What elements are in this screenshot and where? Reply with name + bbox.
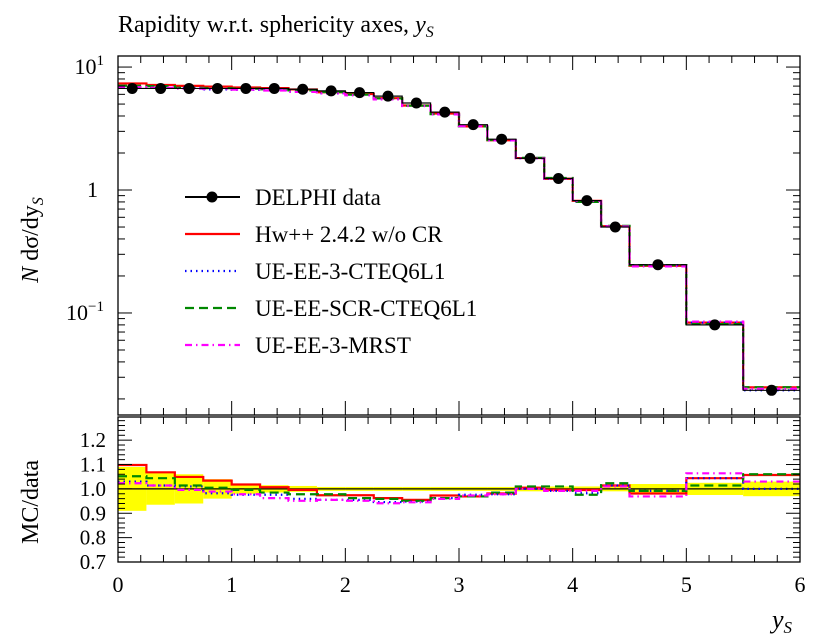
- legend-item: UE-EE-3-MRST: [185, 333, 411, 358]
- y-tick-label: 1: [87, 177, 98, 202]
- ratio-y-tick-label: 0.7: [80, 550, 106, 574]
- ratio-y-tick-label: 1.2: [80, 428, 106, 452]
- data-point: [581, 195, 593, 207]
- main-panel: 101 1 10−1 DELPHI data Hw++ 2.4.2 w/o CR UE-E…: [66, 53, 801, 562]
- data-point: [410, 97, 422, 109]
- data-point: [382, 90, 394, 102]
- data-point: [325, 85, 337, 97]
- data-step-line: [118, 87, 800, 391]
- x-tick-label: 5: [681, 572, 692, 597]
- data-point: [467, 119, 479, 131]
- data-point: [211, 82, 223, 94]
- data-point: [709, 319, 721, 331]
- data-point: [609, 221, 621, 233]
- data-point: [552, 173, 564, 185]
- ratio-series-line: [118, 477, 800, 504]
- y-axis-label: N dσ/dyS: [18, 197, 47, 284]
- x-tick-label: 1: [226, 572, 237, 597]
- data-point: [240, 82, 252, 94]
- legend-item: UE-EE-3-CTEQ6L1: [185, 259, 445, 284]
- data-point: [652, 259, 664, 271]
- x-tick-label: 3: [454, 572, 465, 597]
- legend-label: Hw++ 2.4.2 w/o CR: [255, 222, 443, 247]
- legend-item: UE-EE-SCR-CTEQ6L1: [185, 296, 477, 321]
- x-tick-label: 0: [113, 572, 124, 597]
- data-point: [155, 82, 167, 94]
- legend-label: DELPHI data: [255, 185, 381, 210]
- legend-item: Hw++ 2.4.2 w/o CR: [185, 222, 443, 247]
- main-frame: [117, 55, 801, 416]
- data-point: [439, 106, 451, 118]
- ratio-y-tick-label: 1.0: [80, 477, 106, 501]
- mc-series-line: [118, 82, 800, 389]
- y-tick-label: 10−1: [66, 299, 104, 325]
- data-point: [126, 82, 138, 94]
- ratio-y-axis-label: MC/data: [18, 460, 44, 544]
- legend-label: UE-EE-SCR-CTEQ6L1: [255, 296, 477, 321]
- mc-series-line: [118, 84, 800, 389]
- ratio-panel: 0 1 2 3 4 5 6 1.21.11.00.90.80.7: [80, 416, 806, 597]
- x-tick-label: 4: [567, 572, 578, 597]
- ratio-series-line: [118, 473, 800, 502]
- data-point: [766, 384, 778, 396]
- data-point: [297, 83, 309, 95]
- legend-label: UE-EE-3-CTEQ6L1: [255, 259, 445, 284]
- legend-item: DELPHI data: [185, 185, 381, 210]
- data-point: [183, 82, 195, 94]
- legend-label: UE-EE-3-MRST: [255, 333, 411, 358]
- mc-series-line: [118, 86, 800, 390]
- ratio-frame: [117, 416, 801, 563]
- x-axis-label: yS: [769, 605, 793, 637]
- ratio-y-tick-label: 0.9: [80, 501, 106, 525]
- chart-title: Rapidity w.r.t. sphericity axes, yS: [118, 12, 434, 41]
- y-tick-label: 101: [75, 53, 105, 79]
- data-point: [524, 152, 536, 164]
- ratio-y-tick-label: 1.1: [80, 453, 106, 477]
- x-tick-label: 6: [795, 572, 806, 597]
- x-tick-label: 2: [340, 572, 351, 597]
- legend-marker: [206, 191, 218, 203]
- data-point: [354, 87, 366, 99]
- ratio-y-tick-label: 0.8: [80, 526, 106, 550]
- data-point: [268, 82, 280, 94]
- data-point: [496, 133, 508, 145]
